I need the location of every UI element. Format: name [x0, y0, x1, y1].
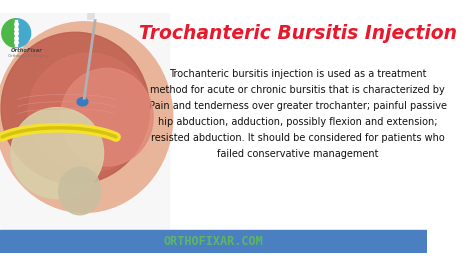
Bar — [0, 13, 168, 230]
Text: Orthopaedic Surgery: Orthopaedic Surgery — [8, 55, 49, 59]
Text: Trochanteric Bursitis Injection: Trochanteric Bursitis Injection — [138, 24, 456, 43]
Ellipse shape — [11, 108, 104, 199]
Ellipse shape — [60, 68, 153, 166]
Wedge shape — [2, 19, 16, 48]
Text: ORTHOFIXAR.COM: ORTHOFIXAR.COM — [164, 235, 263, 248]
Bar — [84, 6, 97, 9]
Bar — [86, 0, 95, 2]
Ellipse shape — [59, 167, 101, 215]
Ellipse shape — [28, 53, 149, 172]
Bar — [0, 230, 427, 253]
Bar — [87, 6, 94, 19]
Text: OrthoFixar: OrthoFixar — [11, 48, 43, 53]
Wedge shape — [16, 19, 31, 48]
Ellipse shape — [1, 32, 149, 184]
Ellipse shape — [0, 22, 173, 213]
Ellipse shape — [77, 98, 88, 106]
Text: Trochanteric bursitis injection is used as a treatment
method for acute or chron: Trochanteric bursitis injection is used … — [148, 69, 447, 159]
